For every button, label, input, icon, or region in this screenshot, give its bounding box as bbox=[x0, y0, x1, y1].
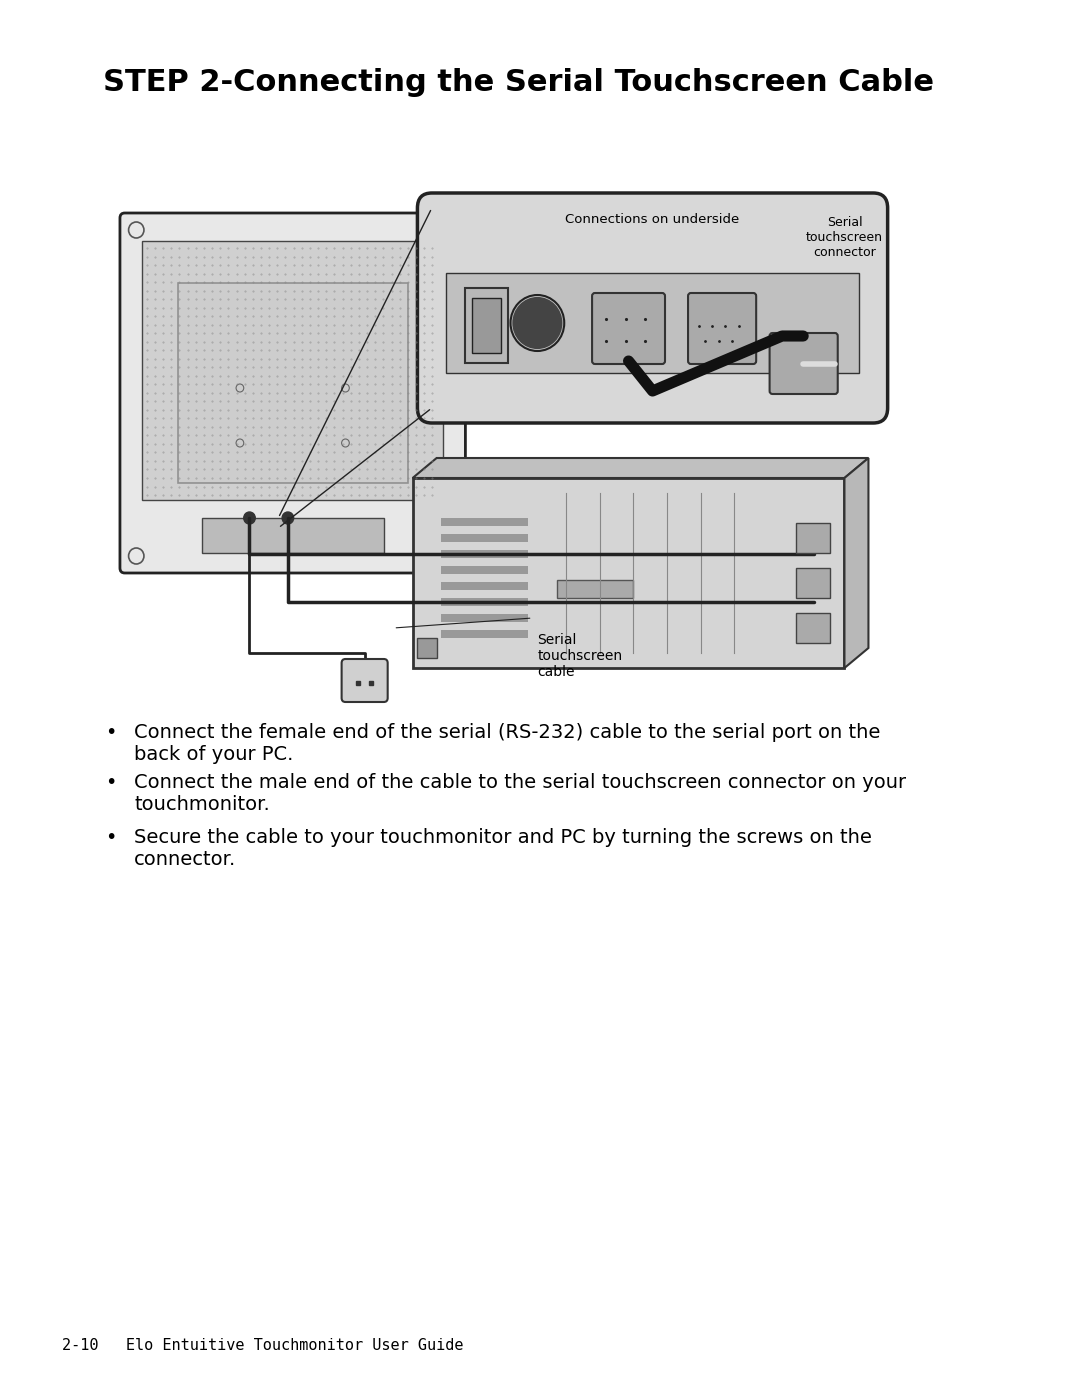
Bar bbox=[796, 568, 831, 598]
Text: STEP 2-Connecting the Serial Touchscreen Cable: STEP 2-Connecting the Serial Touchscreen… bbox=[103, 68, 934, 97]
FancyBboxPatch shape bbox=[341, 659, 388, 702]
Bar bbox=[442, 613, 528, 622]
Text: Connections on underside: Connections on underside bbox=[566, 212, 740, 226]
Bar bbox=[442, 566, 528, 575]
Bar bbox=[556, 580, 633, 598]
Circle shape bbox=[513, 298, 562, 348]
FancyBboxPatch shape bbox=[120, 212, 465, 573]
Text: Secure the cable to your touchmonitor and PC by turning the screws on the
connec: Secure the cable to your touchmonitor an… bbox=[134, 829, 873, 869]
FancyBboxPatch shape bbox=[418, 193, 888, 423]
FancyBboxPatch shape bbox=[592, 293, 665, 364]
Bar bbox=[446, 273, 859, 373]
Text: Connect the male end of the cable to the serial touchscreen connector on your
to: Connect the male end of the cable to the… bbox=[134, 773, 906, 813]
Bar bbox=[177, 283, 408, 483]
Polygon shape bbox=[845, 458, 868, 668]
Bar bbox=[442, 550, 528, 558]
Bar bbox=[796, 523, 831, 552]
Bar bbox=[442, 518, 528, 526]
FancyBboxPatch shape bbox=[770, 333, 838, 394]
Bar bbox=[465, 287, 508, 364]
Text: •: • bbox=[106, 723, 117, 743]
Text: 2-10   Elo Entuitive Touchmonitor User Guide: 2-10 Elo Entuitive Touchmonitor User Gui… bbox=[63, 1338, 464, 1353]
Bar bbox=[442, 598, 528, 607]
Text: •: • bbox=[106, 773, 117, 793]
Polygon shape bbox=[413, 458, 868, 477]
Circle shape bbox=[244, 512, 255, 525]
Text: Serial
touchscreen
connector: Serial touchscreen connector bbox=[806, 217, 883, 260]
Bar bbox=[202, 518, 383, 552]
Bar bbox=[472, 298, 501, 353]
Text: Connect the female end of the serial (RS-232) cable to the serial port on the
ba: Connect the female end of the serial (RS… bbox=[134, 723, 880, 763]
Bar bbox=[143, 242, 443, 500]
Text: Serial
touchscreen
cable: Serial touchscreen cable bbox=[538, 633, 622, 679]
Text: •: • bbox=[106, 829, 117, 847]
Bar bbox=[418, 638, 436, 658]
Circle shape bbox=[282, 512, 294, 525]
Bar bbox=[796, 613, 831, 643]
Bar bbox=[442, 534, 528, 541]
FancyBboxPatch shape bbox=[688, 293, 756, 364]
Bar bbox=[442, 582, 528, 590]
Bar bbox=[442, 630, 528, 638]
Bar bbox=[413, 477, 845, 668]
